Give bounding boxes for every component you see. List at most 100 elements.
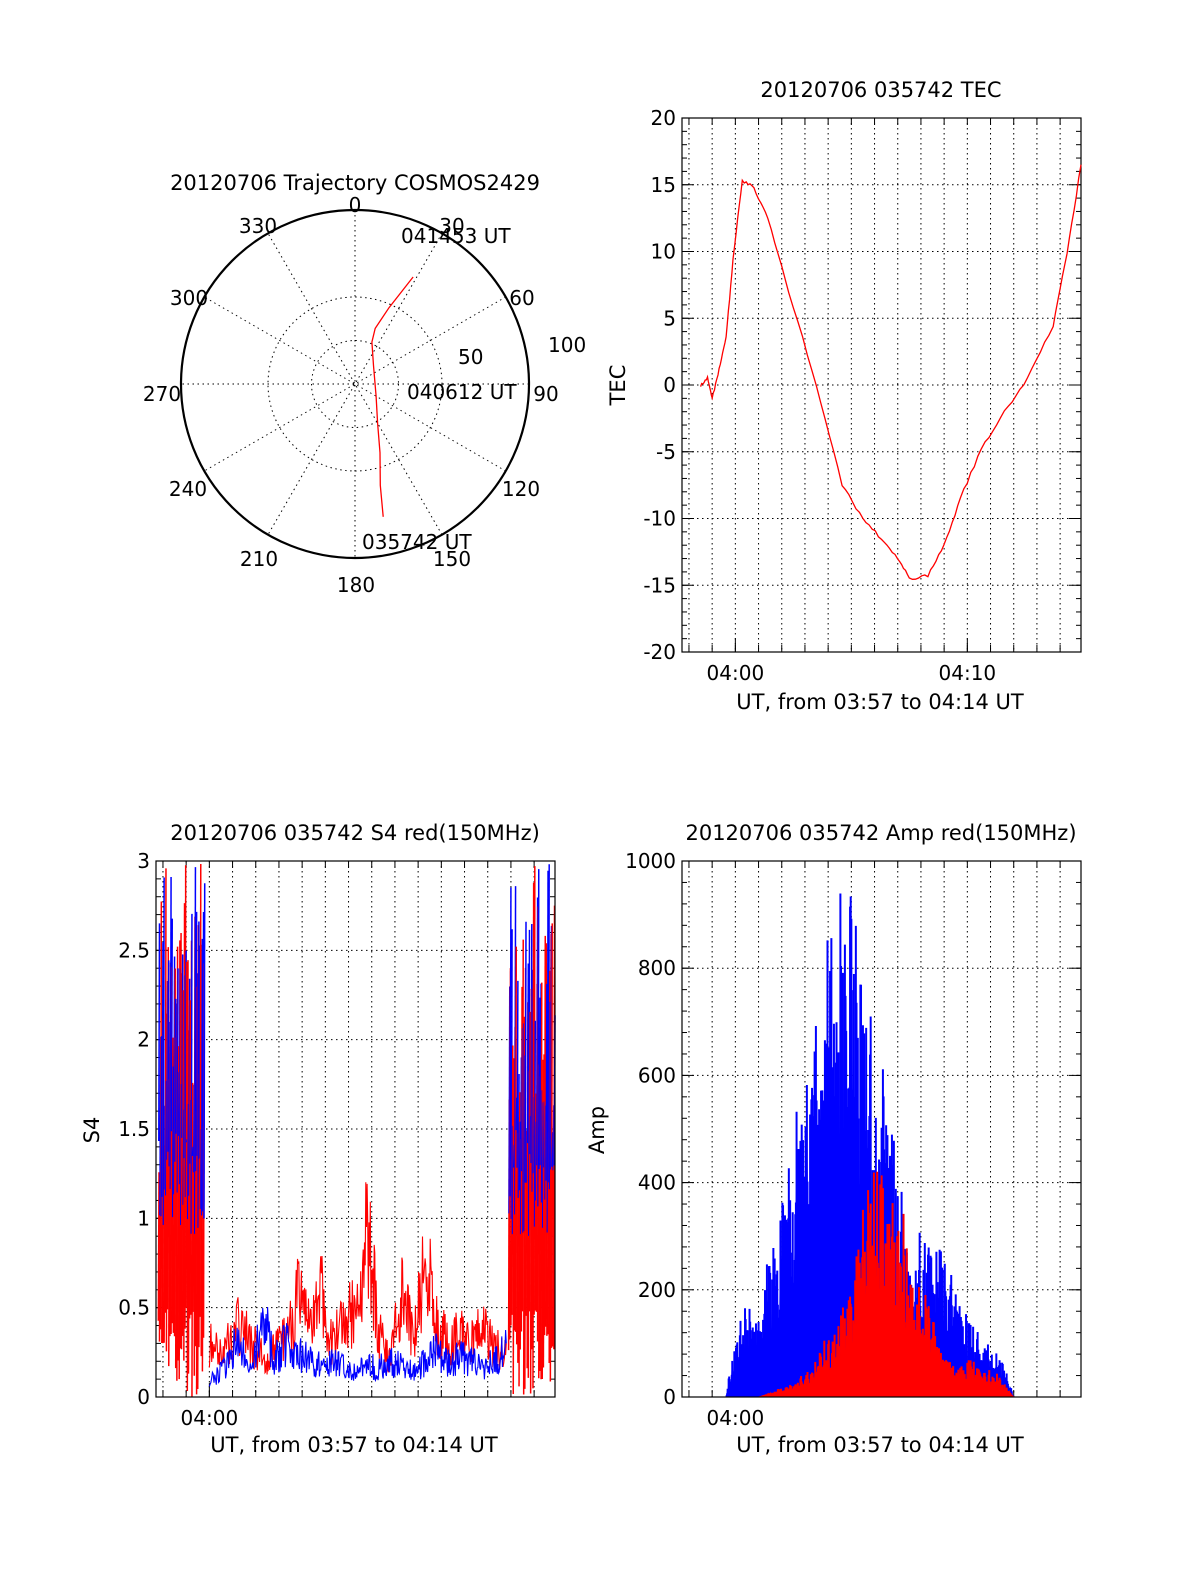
s4-series-burst-blue: [188, 978, 191, 1196]
amp-series-group: [682, 893, 1081, 1398]
amp-x-axis-label: UT, from 03:57 to 04:14 UT: [736, 1433, 1024, 1457]
s4-series-burst-blue: [190, 913, 193, 1234]
s4-series-burst-blue: [509, 887, 512, 1197]
s4-series-burst-blue: [197, 921, 200, 1228]
s4-series-burst-blue: [517, 1074, 520, 1198]
tec-y-tick-label: -10: [643, 507, 676, 531]
s4-series-burst-red: [192, 1161, 195, 1312]
polar-azimuth-label-240: 240: [169, 477, 207, 501]
amp-plot-frame: [681, 860, 1082, 1398]
s4-series-burst-blue: [169, 876, 172, 1190]
s4-series-burst-blue: [516, 980, 519, 1168]
s4-series-burst-blue: [160, 1036, 163, 1217]
polar-trajectory-line: [371, 276, 414, 517]
s4-series-burst-blue: [551, 1132, 554, 1167]
s4-y-tick-label: 0.5: [118, 1296, 150, 1320]
polar-title: 20120706 Trajectory COSMOS2429: [170, 171, 540, 195]
s4-series-burst-blue: [203, 883, 206, 1219]
polar-azimuth-label-150: 150: [433, 547, 471, 571]
s4-series-burst-blue: [524, 921, 527, 1183]
s4-series-burst-blue: [167, 960, 170, 1152]
s4-series-burst-blue: [176, 968, 179, 1193]
s4-panel: 20120706 035742 S4 red(150MHz) 0 0.5 1 1.5 2…: [80, 821, 556, 1457]
polar-radial-label-100: 100: [548, 333, 586, 357]
s4-plot-frame: [155, 860, 556, 1398]
polar-azimuth-label-270: 270: [143, 382, 181, 406]
s4-x-tick-label: 04:00: [181, 1406, 239, 1430]
tec-x-tick-labels: 04:00 04:10: [707, 661, 997, 685]
s4-series-line-blue: [208, 1306, 507, 1387]
s4-y-tick-labels: 0 0.5 1 1.5 2 2.5 3: [118, 849, 150, 1409]
s4-series-burst-blue: [546, 870, 549, 1233]
polar-outer-circle: [179, 208, 531, 560]
s4-x-axis-label: UT, from 03:57 to 04:14 UT: [210, 1433, 498, 1457]
s4-series-burst-blue: [191, 1146, 194, 1156]
s4-y-tick-label: 3: [137, 849, 150, 873]
s4-y-tick-label: 1: [137, 1206, 150, 1230]
polar-annotation-end: 041453 UT: [401, 224, 511, 248]
amp-y-tick-label: 0: [663, 1385, 676, 1409]
amp-y-axis-label: Amp: [585, 1106, 609, 1154]
polar-azimuth-labels: 0 30 60 90 120 150 180 210 240 270 300 330: [143, 193, 559, 597]
tec-y-tick-label: 5: [663, 306, 676, 330]
polar-azimuth-label-300: 300: [170, 286, 208, 310]
tec-y-axis-label: TEC: [606, 365, 630, 407]
polar-grid-spoke-150: [267, 233, 443, 535]
tec-plot-frame: [681, 117, 1082, 653]
s4-y-axis-label: S4: [80, 1117, 104, 1144]
tec-y-tick-label: -5: [656, 440, 676, 464]
s4-series-burst-blue: [538, 997, 541, 1170]
polar-azimuth-label-0: 0: [349, 193, 362, 217]
s4-series-burst-blue: [515, 1097, 518, 1131]
s4-series-burst-blue: [510, 929, 513, 1220]
s4-series-burst-blue: [518, 1121, 521, 1191]
amp-y-tick-label: 800: [638, 956, 676, 980]
s4-series-burst-blue: [533, 1020, 537, 1227]
s4-series-burst-blue: [539, 983, 542, 1166]
s4-series-burst-blue: [202, 911, 205, 1212]
polar-annotation-start: 035742 UT: [362, 530, 472, 554]
tec-series-line-red: [699, 164, 1082, 580]
s4-y-tick-label: 2.5: [118, 938, 150, 962]
polar-azimuth-label-30: 30: [439, 214, 464, 238]
polar-azimuth-label-210: 210: [240, 547, 278, 571]
s4-series-burst-red: [514, 946, 518, 1332]
s4-series-burst-blue: [547, 864, 550, 1183]
s4-series-burst-blue: [170, 918, 173, 1132]
polar-azimuth-label-90: 90: [533, 382, 558, 406]
polar-grid: [181, 210, 529, 558]
s4-y-tick-label: 1.5: [118, 1117, 150, 1141]
s4-series-burst-red: [528, 1011, 531, 1312]
tec-y-tick-label: 15: [651, 173, 676, 197]
s4-y-tick-label: 2: [137, 1028, 150, 1052]
tec-y-tick-labels: 20 15 10 5 0 -5 -10 -15 -20: [643, 106, 676, 664]
s4-x-tick-labels: 04:00: [181, 1406, 239, 1430]
polar-grid-ring-25: [311, 340, 399, 428]
amp-y-tick-label: 200: [638, 1278, 676, 1302]
amp-x-tick-labels: 04:00: [707, 1406, 765, 1430]
s4-series-line-red: [208, 1182, 507, 1375]
tec-x-axis-label: UT, from 03:57 to 04:14 UT: [736, 690, 1024, 714]
tec-x-tick-label: 04:10: [939, 661, 997, 685]
s4-series-burst-blue: [536, 897, 539, 1166]
polar-radial-label-50: 50: [458, 345, 483, 369]
s4-series-burst-blue: [545, 983, 548, 1181]
polar-azimuth-label-180: 180: [337, 573, 375, 597]
tec-y-tick-label: -20: [643, 640, 676, 664]
s4-series-burst-blue: [200, 938, 204, 1216]
s4-series-burst-blue: [161, 942, 164, 1197]
tec-x-tick-label: 04:00: [707, 661, 765, 685]
tec-y-tick-label: 0: [663, 373, 676, 397]
s4-series-burst-blue: [173, 956, 176, 1195]
s4-y-tick-label: 0: [137, 1385, 150, 1409]
s4-series-burst-red: [199, 864, 202, 1317]
polar-annotation-mid: 040612 UT: [407, 380, 517, 404]
s4-series-burst-blue: [181, 954, 184, 1138]
s4-series-burst-blue: [193, 867, 197, 1234]
amp-x-tick-label: 04:00: [707, 1406, 765, 1430]
polar-grid-spoke-30: [267, 233, 443, 535]
tec-y-tick-label: -15: [643, 573, 676, 597]
amp-y-tick-labels: 0 200 400 600 800 1000: [625, 849, 676, 1409]
s4-series-burst-blue: [174, 998, 177, 1162]
